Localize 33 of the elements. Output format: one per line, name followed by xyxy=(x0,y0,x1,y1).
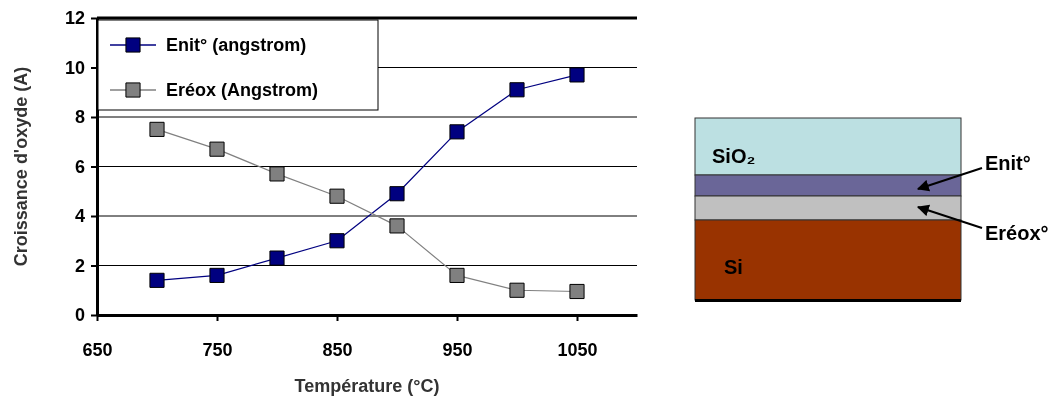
y-tick-label: 0 xyxy=(74,305,85,326)
y-tick-label: 4 xyxy=(74,206,85,227)
point xyxy=(269,250,285,266)
x-tick-label: 1050 xyxy=(557,339,598,360)
y-tick-label: 2 xyxy=(74,255,85,276)
legend-label: Enit° (angstrom) xyxy=(166,35,307,55)
point xyxy=(269,166,285,182)
point xyxy=(209,267,225,283)
point xyxy=(569,67,585,83)
point xyxy=(389,218,405,234)
y-tick-label: 8 xyxy=(74,107,85,128)
layer-diagram: SiO₂ Enit° Eréox° Si xyxy=(694,117,1049,302)
point xyxy=(149,121,165,137)
y-tick-label: 10 xyxy=(64,57,85,78)
point xyxy=(449,267,465,283)
point xyxy=(209,141,225,157)
point xyxy=(449,124,465,140)
point xyxy=(389,186,405,202)
y-tick-label: 6 xyxy=(74,156,85,177)
x-axis-title: Température (°C) xyxy=(294,376,440,396)
y-axis-title: Croissance d'oxyde (A) xyxy=(11,66,31,267)
point xyxy=(509,82,525,98)
x-tick-label: 750 xyxy=(202,339,233,360)
x-tick-label: 850 xyxy=(322,339,353,360)
x-tick-label: 650 xyxy=(82,339,113,360)
point xyxy=(509,282,525,298)
legend-label: Eréox (Angstrom) xyxy=(166,80,319,100)
point xyxy=(149,272,165,288)
x-tick-label: 950 xyxy=(442,339,473,360)
point xyxy=(569,283,585,300)
point xyxy=(329,188,345,204)
y-tick-label: 12 xyxy=(64,8,85,29)
point xyxy=(329,233,345,249)
